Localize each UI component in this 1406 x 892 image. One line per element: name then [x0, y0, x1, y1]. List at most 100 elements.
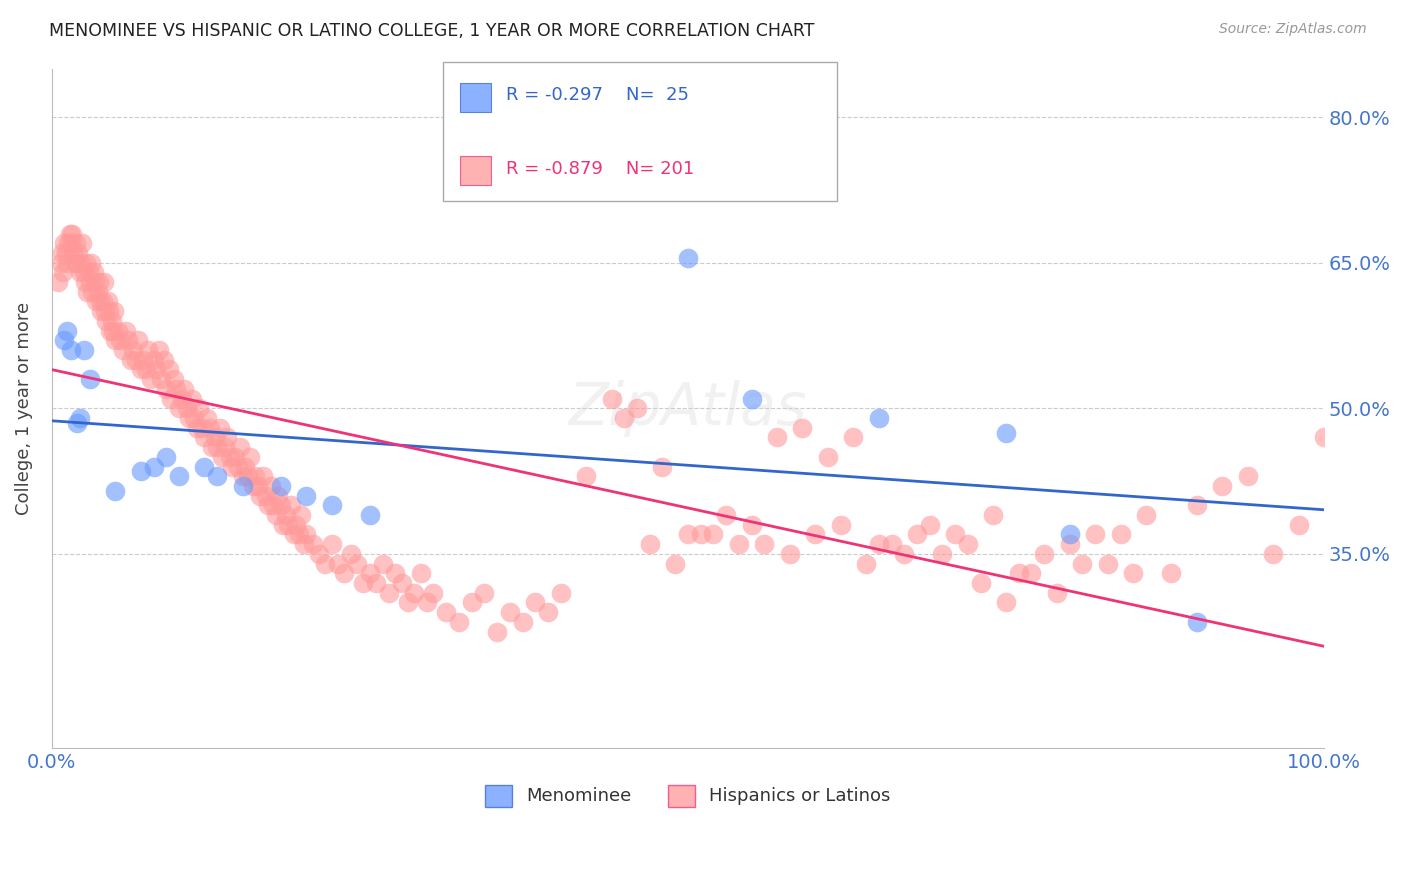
Point [142, 352, 165, 367]
Point [287, 527, 309, 541]
Point [66, 416, 89, 430]
Point [53, 334, 76, 348]
Point [384, 566, 406, 581]
Point [727, 537, 749, 551]
Point [981, 508, 1004, 522]
Point [280, 499, 302, 513]
Point [292, 537, 315, 551]
Point [70, 255, 93, 269]
Point [226, 459, 249, 474]
Point [193, 459, 215, 474]
Point [217, 430, 239, 444]
Point [676, 527, 699, 541]
Point [366, 576, 388, 591]
Point [204, 430, 226, 444]
Point [626, 401, 648, 416]
Point [138, 343, 160, 357]
Point [1160, 566, 1182, 581]
Point [391, 576, 413, 591]
Point [125, 352, 148, 367]
Point [110, 334, 132, 348]
Point [69, 411, 91, 425]
Point [66, 255, 89, 269]
Point [550, 585, 572, 599]
Point [855, 557, 877, 571]
Point [211, 450, 233, 464]
Point [160, 392, 183, 406]
Point [613, 411, 636, 425]
Point [180, 392, 202, 406]
Point [80, 255, 103, 269]
Point [98, 304, 121, 318]
Point [766, 430, 789, 444]
Point [537, 605, 560, 619]
Point [995, 425, 1018, 440]
Point [321, 537, 343, 551]
Point [219, 450, 242, 464]
Point [741, 517, 763, 532]
Point [163, 372, 186, 386]
Point [176, 401, 198, 416]
Point [173, 382, 195, 396]
Text: ZipAtlas: ZipAtlas [569, 380, 807, 437]
Point [55, 246, 77, 260]
Point [245, 469, 267, 483]
Point [104, 483, 127, 498]
Point [308, 547, 330, 561]
Point [229, 440, 252, 454]
Point [1046, 585, 1069, 599]
Point [87, 275, 110, 289]
Point [84, 294, 107, 309]
Point [236, 469, 259, 483]
Point [233, 459, 256, 474]
Point [79, 275, 101, 289]
Point [111, 343, 134, 357]
Point [107, 324, 129, 338]
Legend: Menominee, Hispanics or Latinos: Menominee, Hispanics or Latinos [478, 777, 898, 814]
Point [486, 624, 509, 639]
Point [46, 275, 69, 289]
Point [1059, 527, 1081, 541]
Point [472, 585, 495, 599]
Point [702, 527, 724, 541]
Point [842, 430, 865, 444]
Point [285, 517, 308, 532]
Point [378, 585, 401, 599]
Point [58, 236, 80, 251]
Point [1097, 557, 1119, 571]
Point [242, 479, 264, 493]
Point [127, 334, 149, 348]
Point [167, 401, 190, 416]
Point [150, 372, 173, 386]
Point [132, 352, 155, 367]
Point [1313, 430, 1336, 444]
Point [75, 255, 97, 269]
Point [142, 459, 165, 474]
Point [918, 517, 941, 532]
Point [1185, 615, 1208, 629]
Point [371, 557, 394, 571]
Text: MENOMINEE VS HISPANIC OR LATINO COLLEGE, 1 YEAR OR MORE CORRELATION CHART: MENOMINEE VS HISPANIC OR LATINO COLLEGE,… [49, 22, 814, 40]
Point [183, 411, 205, 425]
Point [754, 537, 776, 551]
Point [1008, 566, 1031, 581]
Point [817, 450, 839, 464]
Point [460, 595, 482, 609]
Point [129, 362, 152, 376]
Point [257, 499, 280, 513]
Point [157, 362, 180, 376]
Point [1059, 537, 1081, 551]
Point [1135, 508, 1157, 522]
Point [931, 547, 953, 561]
Point [283, 527, 305, 541]
Point [72, 265, 94, 279]
Point [314, 557, 336, 571]
Point [1288, 517, 1310, 532]
Point [804, 527, 827, 541]
Point [830, 517, 852, 532]
Point [93, 275, 115, 289]
Point [65, 236, 87, 251]
Point [122, 343, 145, 357]
Point [49, 255, 72, 269]
Point [91, 294, 114, 309]
